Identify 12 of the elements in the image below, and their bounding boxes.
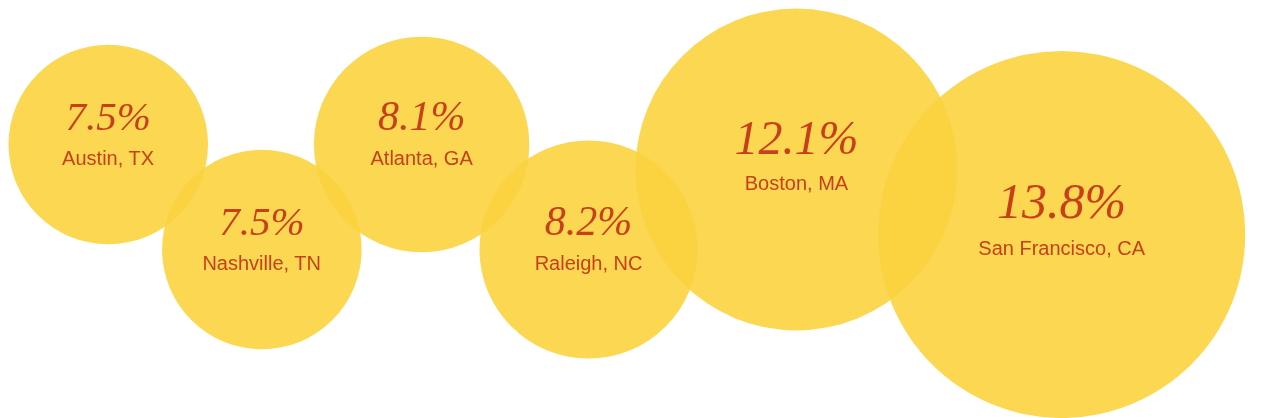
data-label: 7.5%	[219, 197, 305, 244]
category-label: Austin, TX	[62, 146, 155, 169]
data-label: 8.1%	[377, 92, 466, 139]
category-label: Nashville, TN	[202, 251, 321, 274]
category-label: Atlanta, GA	[370, 146, 474, 169]
data-label: 8.2%	[544, 197, 633, 244]
data-label: 12.1%	[734, 110, 859, 164]
data-label: 7.5%	[65, 92, 151, 139]
category-label: Raleigh, NC	[534, 251, 643, 274]
category-label: Boston, MA	[744, 171, 849, 194]
data-label: 13.8%	[997, 172, 1127, 229]
category-label: San Francisco, CA	[978, 236, 1146, 259]
